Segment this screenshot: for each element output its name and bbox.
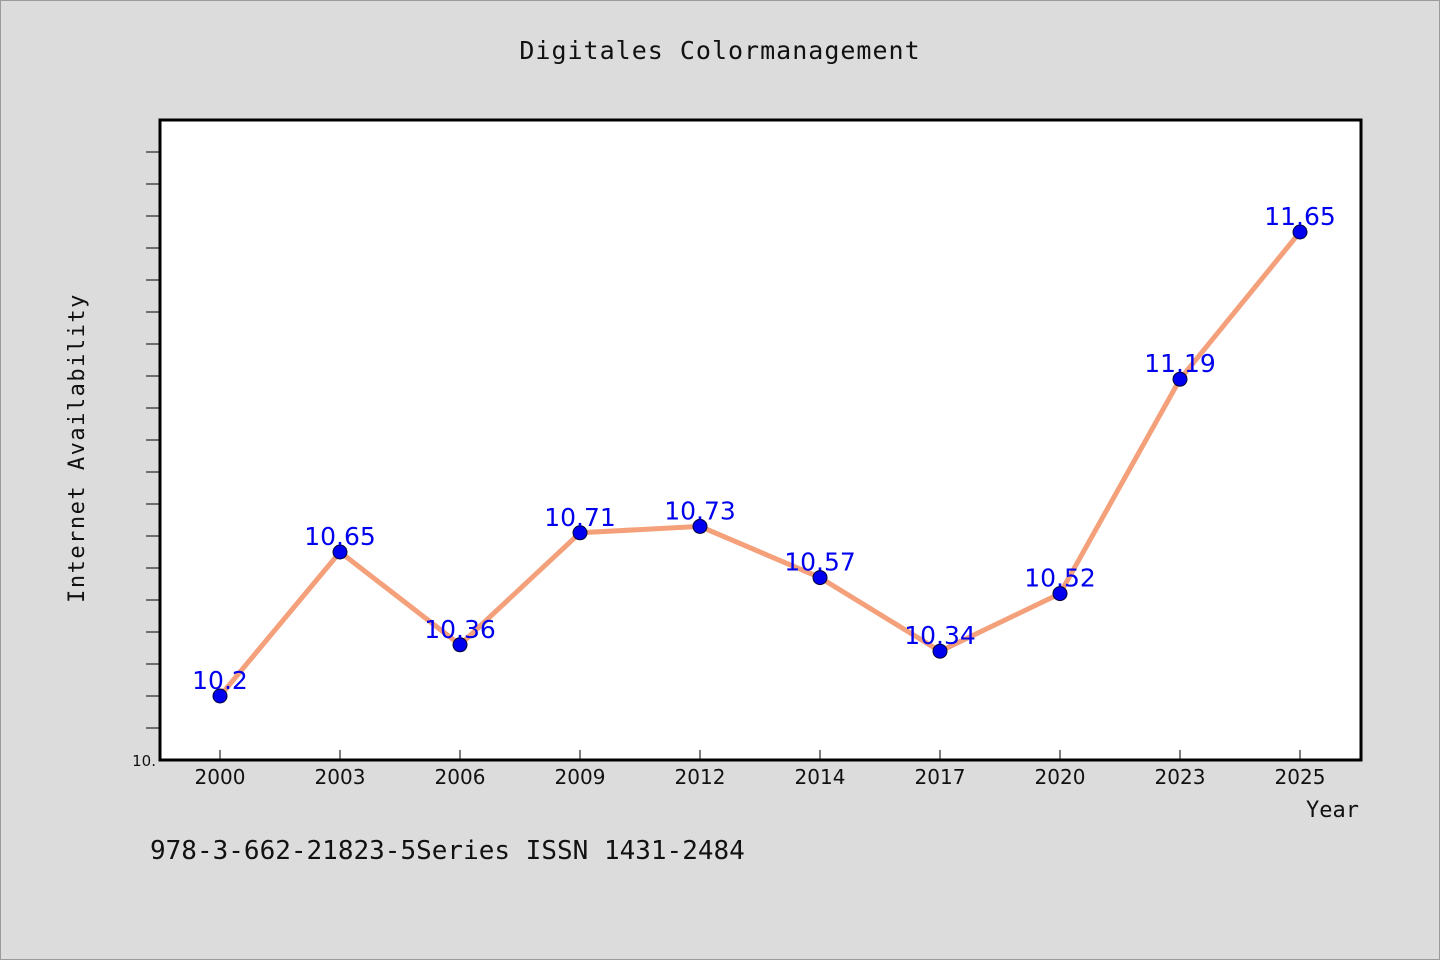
y-axis-label: Internet Availability [65, 293, 90, 603]
data-markers [212, 224, 1308, 704]
data-label: 11.19 [1144, 349, 1216, 378]
data-point [1292, 224, 1308, 240]
data-label: 10.2 [192, 666, 248, 695]
data-label: 10.36 [424, 615, 496, 644]
y-tick-label: 10. [132, 752, 156, 770]
isbn-caption: 978-3-662-21823-5Series ISSN 1431-2484 [150, 836, 745, 866]
x-ticks: 2000 2003 2006 2009 2012 2014 2017 2020 2023 2025 [195, 750, 1326, 789]
x-tick-label: 2020 [1035, 765, 1086, 789]
data-label: 10.65 [304, 522, 376, 551]
x-tick-label: 2012 [675, 765, 726, 789]
data-label: 10.52 [1024, 564, 1096, 593]
data-point [1172, 371, 1188, 387]
data-point [452, 637, 468, 653]
x-tick-label: 2003 [315, 765, 366, 789]
data-point [212, 688, 228, 704]
series-line [217, 229, 1303, 699]
data-point [332, 544, 348, 560]
plot-area [158, 118, 1363, 762]
data-label: 10.34 [904, 621, 976, 650]
x-tick-label: 2025 [1275, 765, 1326, 789]
x-tick-label: 2009 [555, 765, 606, 789]
data-point [572, 525, 588, 541]
chart-title: Digitales Colormanagement [519, 36, 921, 65]
data-label: 10.57 [784, 548, 856, 577]
data-label: 10.73 [664, 496, 736, 525]
y-ticks: 10. [132, 151, 160, 770]
x-tick-label: 2000 [195, 765, 246, 789]
x-tick-label: 2014 [795, 765, 846, 789]
data-point [932, 643, 948, 659]
data-label: 11.65 [1264, 202, 1336, 231]
data-point [812, 570, 828, 586]
x-tick-label: 2017 [915, 765, 966, 789]
x-tick-label: 2006 [435, 765, 486, 789]
data-labels: 10.2 10.65 10.36 10.71 10.73 10.57 10.34 10.52 1… [192, 202, 1336, 695]
x-tick-label: 2023 [1155, 765, 1206, 789]
data-label: 10.71 [544, 503, 616, 532]
data-point [1052, 586, 1068, 602]
data-point [692, 518, 708, 534]
x-axis-label: Year [1306, 798, 1359, 823]
